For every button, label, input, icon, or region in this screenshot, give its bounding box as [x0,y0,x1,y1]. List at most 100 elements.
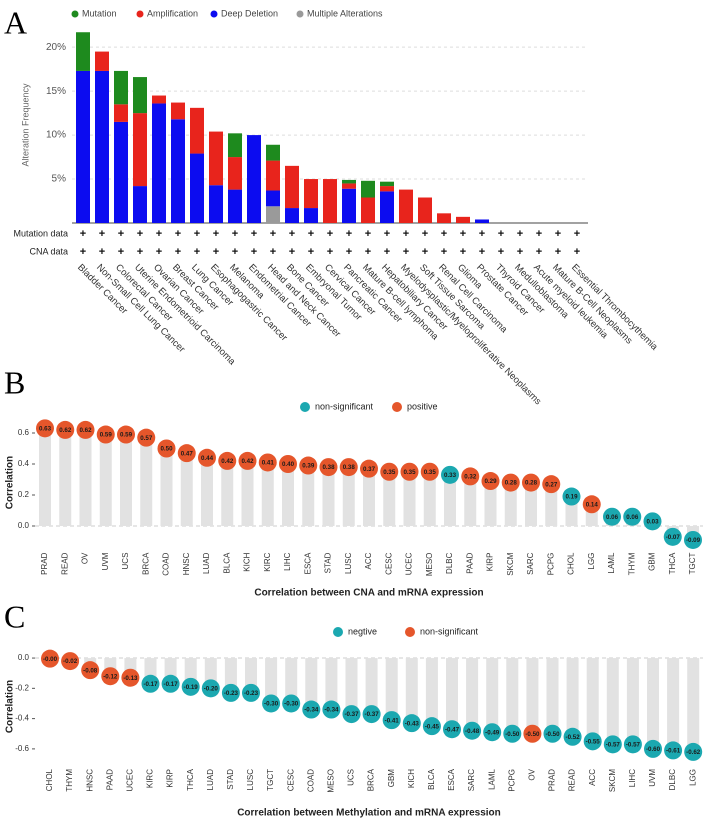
stem [140,437,153,526]
row-marker: + [289,228,295,240]
x-tick-label: READ [60,552,69,574]
stem [647,658,659,749]
stem [120,434,132,526]
x-tick-label: LAML [607,552,616,573]
x-tick-label: OV [81,552,90,564]
value-label: 0.33 [444,472,457,479]
value-label: -0.07 [666,534,681,541]
x-axis-title: Correlation between Methylation and mRNA… [237,808,501,819]
stem [285,658,298,704]
x-tick-label: CESC [384,552,393,574]
value-label: 0.29 [484,478,497,485]
value-label: -0.60 [646,746,661,753]
legend-swatch [136,10,144,18]
stem [484,481,497,526]
point [302,700,321,719]
bar-segment [209,185,223,223]
row-marker: + [365,228,371,240]
value-label: 0.39 [302,463,315,470]
value-label: 0.19 [565,494,578,501]
value-label: 0.57 [140,435,153,442]
point [342,705,361,724]
value-label: -0.08 [83,667,98,674]
row-marker: + [99,228,105,240]
legend-swatch [333,627,343,637]
stem [506,658,519,734]
bar-segment [266,160,280,191]
point [522,473,540,492]
value-label: 0.38 [343,464,356,471]
legend-swatch [71,10,79,18]
row-marker: + [460,246,466,258]
x-tick-label: KIRC [263,552,272,571]
legend-label: Amplification [147,8,198,18]
stem [546,658,559,734]
stem [566,658,579,737]
stem [224,658,237,693]
value-label: -0.41 [385,717,400,724]
row-marker: + [498,246,504,258]
stem [79,429,92,526]
x-tick-label: KICH [407,769,416,788]
y-tick-label: -0.4 [15,714,29,723]
x-tick-label: UVM [101,552,110,570]
legend-swatch [300,402,310,412]
value-label: -0.49 [485,729,500,736]
row-marker: + [384,246,390,258]
row-marker: + [308,246,314,258]
x-tick-label: MESO [425,553,434,577]
bar-segment [437,213,451,223]
stem [385,658,398,721]
bar-segment [399,189,413,223]
value-label: 0.50 [160,446,173,453]
point [258,453,277,472]
value-label: -0.52 [566,734,581,741]
x-tick-label: PCPG [507,769,516,792]
stem [322,467,335,526]
y-tick-label: 15% [46,86,66,97]
x-tick-label: LUSC [246,769,255,791]
stem [444,474,456,526]
x-tick-label: UCEC [405,552,414,575]
x-tick-label: THCA [668,552,677,574]
value-label: -0.17 [164,681,179,688]
point [382,711,401,730]
bar-segment [171,119,185,223]
value-label: -0.23 [244,690,259,697]
row-label: Mutation data [13,228,68,238]
x-tick-label: TGCT [688,552,697,574]
row-marker: + [232,228,238,240]
row-marker: + [555,246,561,258]
bar-segment [247,135,261,223]
row-marker: + [441,246,447,258]
x-tick-label: CHOL [45,768,54,791]
point [402,714,421,733]
point [238,451,257,470]
y-tick-label: 0.0 [18,653,30,662]
bar-segment [95,51,109,71]
point [563,727,582,746]
stem [245,658,257,693]
stem [241,460,254,526]
row-marker: + [194,228,200,240]
bar-segment [209,131,223,186]
stem [342,467,355,526]
value-label: 0.41 [262,460,275,467]
row-marker: + [460,228,466,240]
x-tick-label: LIHC [628,769,637,787]
point [583,732,602,751]
x-tick-label: BRCA [367,768,376,791]
stem [160,448,173,526]
legend-label: non-significant [315,401,374,411]
stem [59,429,72,526]
stem [345,658,358,715]
point [623,735,642,754]
value-label: 0.14 [586,501,599,508]
bar-segment [361,197,375,223]
bar-segment [380,186,394,192]
x-tick-label: ACC [364,552,373,569]
y-tick-label: 0.4 [18,459,30,468]
bar-segment [228,157,242,190]
value-label: -0.50 [505,731,520,738]
value-label: 0.32 [464,474,477,481]
